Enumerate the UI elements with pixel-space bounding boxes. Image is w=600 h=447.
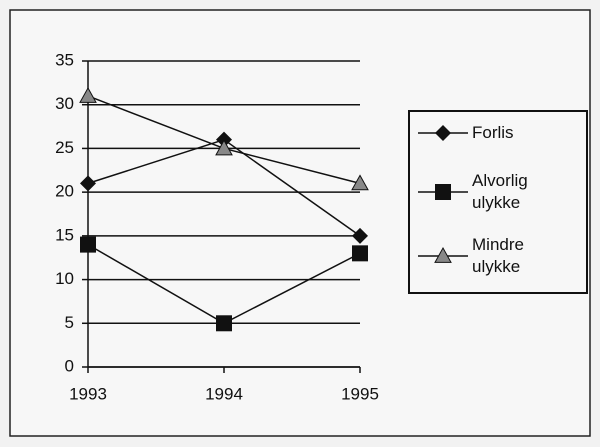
data-point — [216, 315, 232, 332]
y-tick-label: 5 — [65, 313, 74, 332]
y-tick-label: 25 — [55, 138, 74, 157]
legend: Forlis Alvorlig ulykke Mindre ulykke — [408, 110, 588, 294]
legend-entry: Mindre ulykke — [418, 234, 536, 278]
y-tick-label: 30 — [55, 94, 74, 113]
legend-swatch — [418, 184, 468, 200]
data-point — [215, 139, 233, 156]
legend-marker — [435, 184, 451, 200]
y-tick-label: 10 — [55, 269, 74, 288]
legend-marker — [434, 246, 452, 263]
legend-marker — [435, 125, 451, 141]
y-tick-label: 15 — [55, 225, 74, 244]
legend-entry: Alvorlig ulykke — [418, 170, 536, 214]
data-point — [80, 175, 96, 192]
legend-swatch — [418, 246, 468, 263]
data-point — [352, 245, 368, 262]
y-tick-label: 35 — [55, 50, 74, 69]
legend-swatch — [418, 125, 468, 141]
legend-label: Alvorlig ulykke — [472, 171, 528, 212]
y-tick-label: 0 — [65, 356, 74, 375]
x-tick-label: 1995 — [341, 384, 379, 403]
legend-label: Mindre ulykke — [472, 235, 524, 276]
legend-label: Forlis — [472, 123, 514, 142]
x-tick-label: 1994 — [205, 384, 243, 403]
data-point — [80, 236, 96, 253]
legend-entry: Forlis — [418, 122, 536, 144]
y-tick-label: 20 — [55, 182, 74, 201]
data-point — [79, 86, 97, 103]
data-point — [351, 174, 369, 191]
x-tick-label: 1993 — [69, 384, 107, 403]
data-point — [352, 227, 368, 244]
